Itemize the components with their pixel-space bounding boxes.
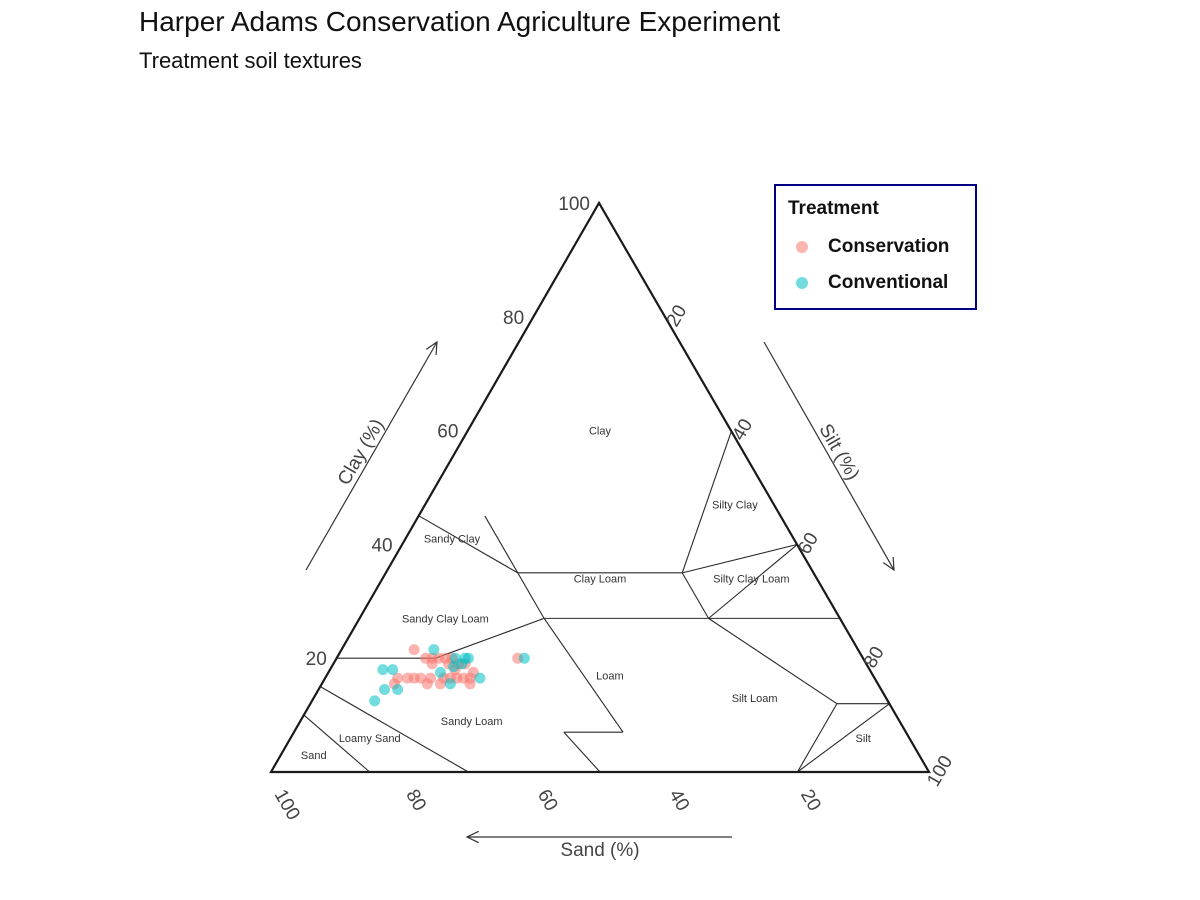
- region-label: Silty Clay Loam: [713, 574, 789, 586]
- sand-tick-label: 60: [533, 786, 562, 815]
- point-conservation: [426, 658, 438, 670]
- region-label: Sandy Clay Loam: [402, 613, 489, 625]
- texture-boundaries: [303, 430, 890, 773]
- point-conventional: [392, 683, 404, 695]
- point-conventional: [428, 644, 440, 656]
- clay-tick-label: 100: [558, 194, 590, 215]
- point-conventional: [444, 678, 456, 690]
- silt-tick-label: 100: [923, 752, 957, 790]
- silt-axis-title: Silt (%): [814, 420, 863, 484]
- texture-boundary: [484, 515, 545, 619]
- point-conservation: [434, 678, 446, 690]
- texture-boundary: [796, 703, 838, 773]
- silt-axis-arrow-head: [882, 556, 895, 572]
- texture-region-labels: Clay Silty Clay Sandy Clay Clay Loam Silty C…: [301, 426, 871, 762]
- legend-marker-conservation: [796, 241, 808, 253]
- triangle-outline: [269, 200, 931, 774]
- point-conventional: [379, 683, 391, 695]
- data-points: [369, 644, 530, 707]
- sand-tick-label: 20: [796, 786, 825, 815]
- sand-axis-title: Sand (%): [560, 840, 639, 861]
- point-conventional: [474, 672, 486, 684]
- sand-tick-label: 40: [664, 786, 693, 815]
- region-label: Clay: [589, 426, 612, 438]
- region-label: Sand: [301, 750, 327, 762]
- clay-tick-label: 40: [371, 535, 392, 556]
- silt-tick-label: 20: [663, 302, 692, 331]
- plot-triangle: [269, 200, 931, 774]
- point-conservation: [408, 644, 420, 656]
- texture-boundary: [797, 703, 890, 773]
- legend: Treatment Conservation Conventional: [774, 184, 977, 310]
- legend-item-conservation: Conservation: [796, 235, 949, 259]
- silt-axis-arrow: [763, 341, 895, 571]
- region-label: Silt Loam: [732, 693, 778, 705]
- texture-boundary: [682, 543, 798, 574]
- region-label: Clay Loam: [574, 574, 627, 586]
- region-label: Silty Clay: [712, 500, 758, 512]
- clay-axis-title: Clay (%): [334, 415, 389, 489]
- texture-boundary: [435, 617, 545, 659]
- legend-marker-conventional: [796, 277, 808, 289]
- texture-boundary: [320, 686, 469, 773]
- texture-boundary: [303, 714, 371, 773]
- point-conventional: [377, 664, 389, 676]
- texture-boundary: [681, 430, 733, 574]
- chart-title: Harper Adams Conservation Agriculture Ex…: [139, 6, 781, 37]
- point-conventional: [369, 695, 381, 707]
- chart-subtitle: Treatment soil textures: [139, 48, 362, 73]
- region-label: Sandy Loam: [441, 716, 503, 728]
- region-label: Sandy Clay: [424, 534, 481, 546]
- axis-titles: Clay (%) Silt (%) Sand (%): [305, 340, 895, 861]
- region-label: Loamy Sand: [339, 733, 401, 745]
- silt-tick-label: 80: [860, 643, 889, 672]
- point-conventional: [434, 666, 446, 678]
- clay-tick-label: 60: [437, 422, 458, 443]
- sand-tick-label: 80: [401, 786, 430, 815]
- point-conservation: [421, 678, 433, 690]
- sand-axis-arrow-head: [465, 830, 479, 844]
- legend-label-conservation: Conservation: [828, 236, 950, 257]
- legend-item-conventional: Conventional: [796, 271, 948, 295]
- point-conservation: [464, 678, 476, 690]
- texture-boundary: [418, 515, 519, 574]
- texture-boundary: [563, 731, 601, 773]
- legend-title: Treatment: [788, 198, 879, 219]
- point-conventional: [518, 652, 530, 664]
- silt-tick-label: 60: [794, 529, 823, 558]
- region-label: Silt: [856, 733, 871, 745]
- sand-tick-label: 100: [270, 786, 304, 824]
- texture-boundary: [543, 618, 624, 733]
- point-conventional: [448, 661, 460, 673]
- point-conventional: [387, 664, 399, 676]
- silt-tick-label: 40: [728, 415, 757, 444]
- texture-boundary: [708, 617, 838, 705]
- texture-boundary: [681, 572, 710, 619]
- legend-label-conventional: Conventional: [828, 272, 949, 293]
- clay-tick-label: 20: [306, 649, 327, 670]
- texture-boundary: [708, 543, 798, 619]
- clay-axis-arrow: [305, 341, 438, 571]
- clay-tick-label: 80: [503, 308, 524, 329]
- region-label: Loam: [596, 670, 624, 682]
- clay-axis-arrow-head: [425, 340, 438, 356]
